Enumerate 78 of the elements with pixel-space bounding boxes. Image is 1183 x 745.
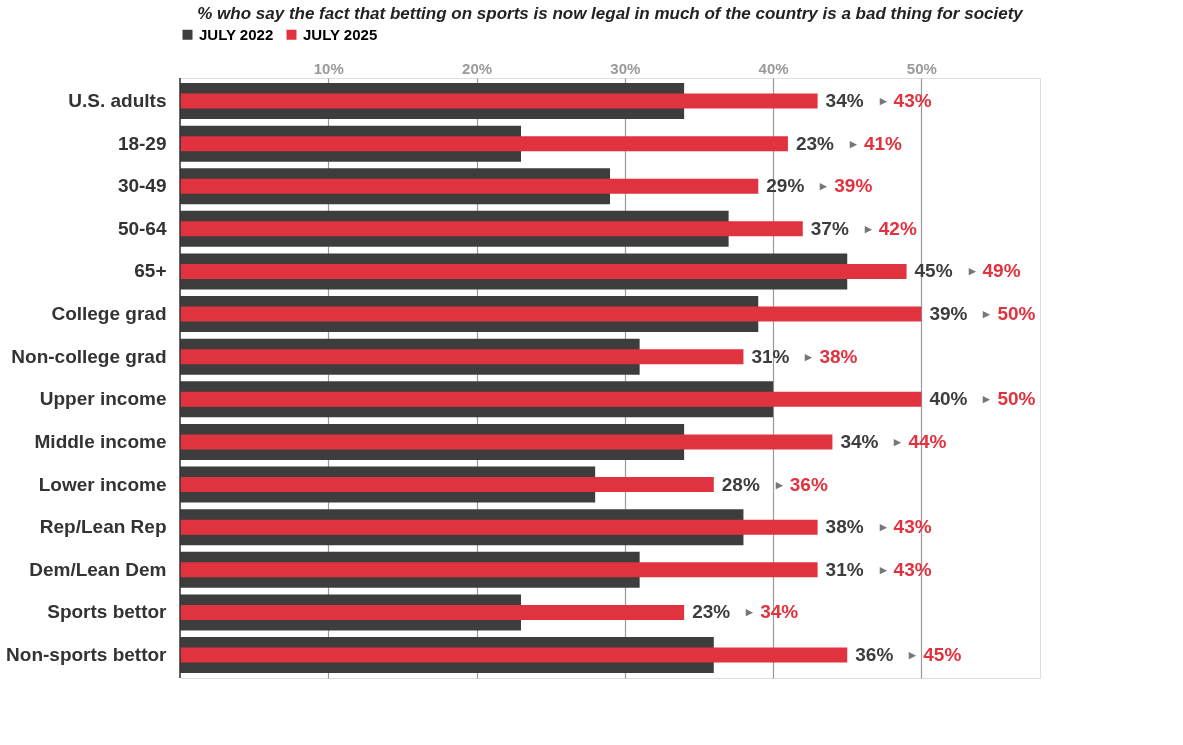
annotation: 45%: [914, 260, 953, 282]
annotation: 41%: [863, 132, 903, 154]
bar: [180, 221, 803, 237]
bar: [180, 93, 818, 109]
annotation: 49%: [982, 260, 1021, 282]
bar: [180, 562, 818, 578]
annotation: 29%: [766, 175, 805, 197]
annotation: 43%: [893, 90, 932, 112]
bar: [180, 519, 818, 535]
x-tick-label: 50%: [906, 59, 937, 77]
x-tick-label: 10%: [313, 59, 344, 77]
y-tick-label: Lower income: [38, 473, 167, 495]
annotation: ▸: [848, 135, 858, 151]
annotation: 23%: [795, 132, 835, 154]
annotation: 34%: [760, 601, 799, 623]
annotation: ▸: [878, 519, 888, 535]
y-tick-label: Non-college grad: [11, 345, 167, 367]
y-tick-label: Middle income: [34, 430, 167, 452]
annotation: 23%: [692, 601, 731, 623]
y-tick-label: 18-29: [117, 132, 167, 154]
bar: [180, 647, 848, 663]
annotation: ▸: [908, 646, 918, 662]
x-tick-label: 30%: [610, 59, 641, 77]
annotation: 34%: [840, 430, 879, 452]
bar: [180, 604, 685, 620]
annotation: 34%: [825, 90, 864, 112]
annotation: 43%: [893, 516, 932, 538]
annotation: 31%: [751, 345, 790, 367]
bar: [180, 391, 922, 407]
x-tick-label: 40%: [758, 59, 789, 77]
annotation: 45%: [923, 643, 962, 665]
bar: [180, 178, 759, 194]
y-tick-label: 65+: [134, 260, 167, 282]
annotation: 42%: [878, 217, 917, 239]
annotation: ▸: [982, 306, 992, 322]
annotation: ▸: [893, 433, 903, 449]
legend-label: JULY 2022: [199, 25, 274, 43]
annotation: 31%: [825, 558, 864, 580]
y-tick-label: 30-49: [117, 175, 167, 197]
annotation: 36%: [855, 643, 894, 665]
bar: [180, 136, 788, 152]
bar: [180, 263, 907, 279]
legend-label: JULY 2025: [303, 25, 378, 43]
y-tick-label: Upper income: [39, 388, 167, 410]
x-tick-label: 20%: [462, 59, 493, 77]
annotation: ▸: [982, 391, 992, 407]
y-tick-label: 50-64: [117, 217, 167, 239]
bar: [180, 306, 922, 322]
annotation: ▸: [819, 178, 829, 194]
y-tick-label: Dem/Lean Dem: [29, 558, 167, 580]
annotation: 50%: [997, 303, 1036, 325]
annotation: ▸: [878, 93, 888, 109]
y-tick-label: Sports bettor: [47, 601, 168, 623]
annotation: ▸: [774, 476, 784, 492]
annotation: 39%: [834, 175, 873, 197]
y-tick-label: College grad: [51, 303, 167, 325]
y-tick-label: U.S. adults: [68, 90, 167, 112]
annotation: 39%: [929, 303, 968, 325]
bar: [180, 349, 744, 365]
chart-title: % who say the fact that betting on sports is now legal in much of the country is a bad thing for society: [197, 4, 1025, 23]
annotation: 36%: [789, 473, 828, 495]
annotation: ▸: [804, 348, 814, 364]
annotation: 50%: [997, 388, 1036, 410]
annotation: ▸: [878, 561, 888, 577]
bar: [180, 477, 714, 493]
annotation: ▸: [863, 220, 873, 236]
bar: [180, 434, 833, 450]
annotation: 37%: [810, 217, 849, 239]
annotation: 38%: [825, 516, 864, 538]
annotation: 38%: [819, 345, 858, 367]
annotation: ▸: [745, 604, 755, 620]
annotation: 40%: [929, 388, 968, 410]
annotation: 28%: [721, 473, 760, 495]
y-tick-label: Rep/Lean Rep: [39, 516, 167, 538]
annotation: 43%: [893, 558, 932, 580]
annotation: ▸: [967, 263, 977, 279]
annotation: 44%: [908, 430, 947, 452]
y-tick-label: Non-sports bettor: [6, 643, 168, 665]
